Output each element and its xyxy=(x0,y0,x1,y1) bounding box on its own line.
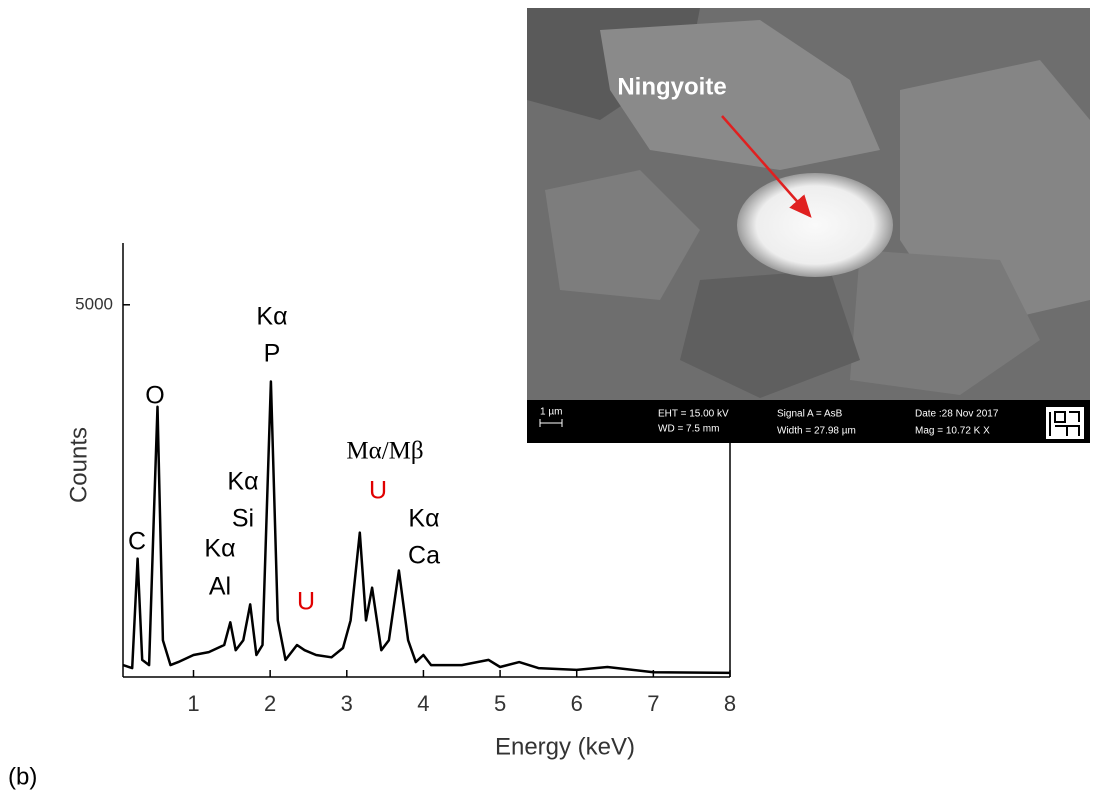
info-text: Date :28 Nov 2017 xyxy=(915,409,999,420)
peak-label: Mα/Mβ xyxy=(346,438,423,465)
ningyoite-grain xyxy=(737,173,893,277)
peak-label: Kα xyxy=(204,535,235,563)
peak-label: Kα xyxy=(256,303,287,331)
peak-label: Si xyxy=(232,505,254,533)
peak-label: U xyxy=(369,477,387,505)
x-tick-label: 7 xyxy=(647,691,659,716)
info-text: EHT = 15.00 kV xyxy=(658,409,729,420)
scale-bar xyxy=(539,419,563,427)
x-tick-label: 1 xyxy=(187,691,199,716)
figure-label: (b) xyxy=(8,763,37,790)
peak-label: Kα xyxy=(227,468,258,496)
peak-label: U xyxy=(297,588,315,616)
x-tick-label: 5 xyxy=(494,691,506,716)
x-axis-label: Energy (keV) xyxy=(495,733,635,760)
info-text: Signal A = AsB xyxy=(777,409,843,420)
grain xyxy=(545,170,700,300)
x-tick-label: 8 xyxy=(724,691,736,716)
logo-mark xyxy=(1049,411,1080,436)
grain xyxy=(680,270,860,398)
inset-label: Ningyoite xyxy=(617,73,726,100)
peak-label: Ca xyxy=(408,542,440,570)
info-text: Width = 27.98 µm xyxy=(777,426,856,437)
arrow xyxy=(721,115,812,218)
x-tick-label: 2 xyxy=(264,691,276,716)
info-text: WD = 7.5 mm xyxy=(658,424,719,435)
info-text: Mag = 10.72 K X xyxy=(915,426,990,437)
y-tick-label: 5000 xyxy=(75,294,113,313)
x-tick-label: 6 xyxy=(571,691,583,716)
sem-image: Ningyoite 1 µm EHT = 15.00 kV WD = 7.5 m… xyxy=(527,8,1090,443)
x-tick-label: 4 xyxy=(417,691,429,716)
grain xyxy=(600,20,880,170)
info-bar xyxy=(527,400,1090,443)
peak-label: P xyxy=(264,340,281,368)
peak-label: C xyxy=(128,528,146,556)
grain xyxy=(850,250,1040,395)
peak-label: Kα xyxy=(408,505,439,533)
scale-bar-label: 1 µm xyxy=(540,407,562,418)
spectrum-line xyxy=(122,380,731,675)
peak-label: Al xyxy=(209,573,231,601)
x-tick-label: 3 xyxy=(341,691,353,716)
spectrum-plot: Energy (keV) Counts (b) 1 2 3 4 5 6 7 8 5000 Kα P O… xyxy=(8,243,736,790)
y-axis-label: Counts xyxy=(65,427,92,503)
peak-label: O xyxy=(145,382,164,410)
